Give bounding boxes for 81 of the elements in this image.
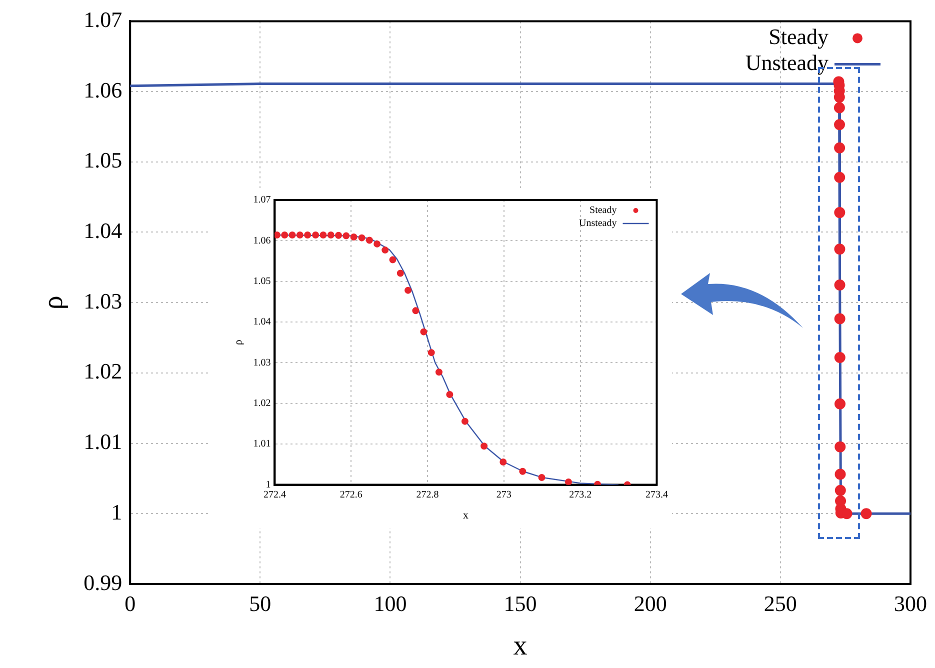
- y-tick-label: 1.06: [84, 77, 122, 102]
- point: [435, 368, 442, 376]
- point: [834, 119, 846, 130]
- point: [320, 231, 327, 238]
- x-tick-label: 272.8: [416, 489, 439, 500]
- point: [412, 307, 420, 314]
- x-tick-label: 272.4: [263, 489, 286, 500]
- point: [834, 484, 846, 496]
- point: [461, 418, 468, 425]
- y-tick-label: 1.02: [253, 398, 271, 410]
- point: [446, 390, 454, 398]
- point: [834, 142, 846, 154]
- point: [335, 232, 342, 239]
- y-tick-label: 1.04: [253, 316, 271, 328]
- x-tick-label: 50: [249, 590, 272, 616]
- point: [288, 231, 296, 238]
- point: [834, 441, 846, 452]
- y-axis-title: ρ: [232, 339, 244, 346]
- legend-label: Unsteady: [745, 50, 828, 75]
- point: [304, 231, 312, 238]
- point: [834, 280, 846, 291]
- point: [382, 246, 389, 254]
- point: [860, 508, 872, 520]
- y-tick-label: 1: [111, 499, 122, 524]
- point: [500, 458, 507, 466]
- y-tick-label: 1.05: [253, 276, 271, 287]
- y-tick-label: 1.06: [253, 235, 271, 246]
- point: [480, 442, 488, 450]
- y-tick-label: 1.03: [84, 288, 122, 314]
- point: [420, 328, 428, 336]
- y-tick-label: 1: [266, 479, 271, 490]
- y-tick-label: 1.04: [84, 218, 122, 244]
- point: [404, 286, 412, 294]
- x-tick-label: 150: [504, 590, 537, 616]
- x-axis-title: x: [462, 509, 469, 522]
- legend-label: Steady: [590, 205, 617, 216]
- point: [428, 349, 435, 356]
- x-tick-label: 250: [764, 590, 797, 616]
- x-tick-label: 273.2: [569, 489, 592, 500]
- y-tick-label: 1.07: [84, 6, 122, 32]
- x-tick-label: 0: [124, 590, 136, 616]
- point: [834, 352, 846, 363]
- point: [538, 474, 546, 481]
- point: [834, 398, 846, 410]
- y-tick-label: 1.01: [253, 438, 271, 450]
- point: [296, 231, 304, 238]
- y-tick-label: 1.07: [253, 194, 271, 206]
- point: [834, 244, 846, 255]
- point: [389, 256, 396, 264]
- point: [358, 234, 366, 242]
- point: [834, 102, 845, 114]
- y-tick-label: 1.01: [84, 429, 122, 454]
- point: [834, 313, 846, 324]
- y-tick-label: 1.05: [84, 148, 122, 173]
- point: [564, 478, 572, 485]
- y-tick-label: 1.03: [253, 357, 271, 368]
- point: [366, 236, 373, 244]
- x-tick-label: 300: [894, 590, 927, 616]
- point: [281, 231, 288, 238]
- legend-label: Unsteady: [578, 218, 617, 230]
- point: [834, 468, 846, 480]
- point: [834, 207, 846, 218]
- point: [342, 232, 350, 240]
- x-tick-label: 272.6: [340, 489, 362, 500]
- point: [834, 172, 846, 183]
- x-tick-label: 200: [634, 590, 667, 616]
- x-axis-title: x: [513, 630, 528, 662]
- point: [374, 240, 381, 248]
- x-tick-label: 100: [374, 590, 407, 616]
- y-axis-title: ρ: [38, 296, 70, 310]
- point: [312, 231, 320, 238]
- point: [350, 234, 358, 241]
- x-tick-label: 273.4: [646, 489, 668, 500]
- point: [327, 231, 334, 238]
- y-tick-label: 1.02: [84, 358, 122, 384]
- point: [396, 270, 404, 277]
- y-tick-label: 0.99: [84, 570, 122, 595]
- point: [274, 231, 280, 238]
- x-tick-label: 273: [496, 489, 512, 500]
- point: [519, 468, 526, 475]
- legend-label: Steady: [768, 24, 828, 49]
